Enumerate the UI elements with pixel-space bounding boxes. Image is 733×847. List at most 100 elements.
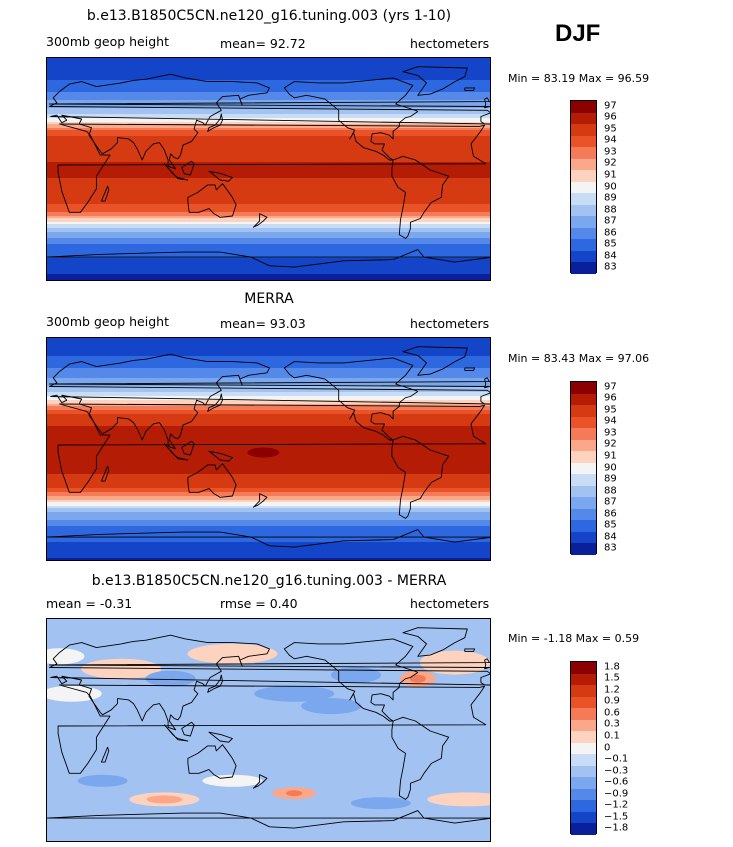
colorbar-3-swatch xyxy=(571,685,596,698)
panel-1-band xyxy=(47,226,490,229)
panel-1-band xyxy=(47,152,490,155)
panel-1-band xyxy=(47,112,490,115)
panel-2-units-label: hectometers xyxy=(410,316,490,331)
panel-2-band xyxy=(47,522,490,525)
coastlines xyxy=(47,66,490,268)
colorbar-3-label: 0.3 xyxy=(604,718,620,730)
diff-anomaly-17 xyxy=(301,698,362,715)
panel-2-band xyxy=(47,416,490,419)
panel-1-band xyxy=(47,182,490,185)
panel-1-band xyxy=(47,106,490,109)
panel-1-band xyxy=(47,240,490,243)
coast-south-america xyxy=(391,716,450,800)
panel-2-variable-label: 300mb geop height xyxy=(46,314,169,329)
coast-africa xyxy=(57,684,487,774)
panel-1-band xyxy=(47,120,490,123)
coast-new-zealand xyxy=(252,774,268,789)
panel-2-band xyxy=(47,440,490,443)
diff-anomaly-12 xyxy=(427,792,490,807)
colorbar-1-swatch xyxy=(571,227,596,240)
panel-2-band xyxy=(47,486,490,489)
panel-1-band xyxy=(47,146,490,149)
panel-1-band xyxy=(47,270,490,273)
coast-new-zealand xyxy=(252,213,268,228)
colorbar-3-label: −1.5 xyxy=(604,811,629,823)
panel-1-band xyxy=(47,118,490,121)
panel-2-band xyxy=(47,426,490,429)
panel-2-band xyxy=(47,472,490,475)
diff-anomaly-5 xyxy=(409,674,426,683)
panel-2-band xyxy=(47,396,490,399)
panel-1-band xyxy=(47,148,490,151)
panel-2-band xyxy=(47,354,490,357)
diff-anomaly-3 xyxy=(145,670,196,687)
panel-2-band xyxy=(47,552,490,555)
panel-2-band xyxy=(47,410,490,413)
panel-2-band xyxy=(47,530,490,533)
colorbar-1-label: 91 xyxy=(604,169,617,181)
colorbar-1-label: 86 xyxy=(604,227,617,239)
panel-1-band xyxy=(47,268,490,271)
colorbar-3-swatch xyxy=(571,742,596,755)
panel-1-band xyxy=(47,266,490,269)
panel-1-band xyxy=(47,166,490,169)
colorbar-2-swatch xyxy=(571,543,596,556)
panel-1-band xyxy=(47,232,490,235)
panel-2-band xyxy=(47,364,490,367)
colorbar-3-swatch xyxy=(571,673,596,686)
panel-2-band xyxy=(47,494,490,497)
colorbar-1-swatch xyxy=(571,181,596,194)
colorbar-1-swatch xyxy=(571,170,596,183)
panel-2-band xyxy=(47,430,490,433)
coast-antarctica xyxy=(47,249,490,268)
panel-3-title: b.e13.B1850C5CN.ne120_g16.tuning.003 - M… xyxy=(91,573,447,589)
panel-2-band xyxy=(47,392,490,395)
panel-3-units-label: hectometers xyxy=(410,596,490,611)
panel-2-band xyxy=(47,524,490,527)
panel-1-band xyxy=(47,90,490,93)
coast-britain xyxy=(49,658,490,670)
diff-anomaly-9 xyxy=(146,795,183,804)
panel-1-band xyxy=(47,150,490,153)
panel-1-band xyxy=(47,84,490,87)
panel-2-band xyxy=(47,560,491,561)
panel-1-band xyxy=(47,190,490,193)
panel-2-band xyxy=(47,380,490,383)
panel-1-colorbar xyxy=(570,100,597,275)
panel-1-band xyxy=(47,128,490,131)
panel-1-band xyxy=(47,134,490,137)
panel-2-band xyxy=(47,428,490,431)
panel-2-band xyxy=(47,352,490,355)
panel-2-band xyxy=(47,388,490,391)
panel-1-band xyxy=(47,230,490,233)
coast-greenland xyxy=(402,66,468,96)
panel-2-band xyxy=(47,476,490,479)
panel-1-band xyxy=(47,58,490,61)
diff-anomaly-7 xyxy=(331,667,381,683)
panel-1-band xyxy=(47,278,490,280)
colorbar-1-swatch xyxy=(571,135,596,148)
coast-south-america xyxy=(391,155,450,239)
panel-1-band xyxy=(47,178,490,181)
panel-2-band xyxy=(47,458,490,461)
colorbar-2-label: 89 xyxy=(604,473,617,485)
panel-2-band xyxy=(47,422,490,425)
panel-1-band xyxy=(47,242,490,245)
coast-iceland xyxy=(464,648,476,652)
coast-iceland xyxy=(464,87,476,91)
panel-1-band xyxy=(47,216,490,219)
panel-1-band xyxy=(47,174,490,177)
panel-1-band xyxy=(47,196,490,199)
panel-3-minmax: Min = -1.18 Max = 0.59 xyxy=(508,632,640,645)
panel-1-band xyxy=(47,262,490,265)
panel-2-band xyxy=(47,432,490,435)
coast-indonesia xyxy=(163,724,189,742)
colorbar-2-label: 83 xyxy=(604,542,617,554)
panel-2-title: MERRA xyxy=(244,291,294,307)
panel-2-band xyxy=(47,446,490,449)
panel-1-band xyxy=(47,116,490,119)
colorbar-3-swatch xyxy=(571,731,596,744)
panel-2-band xyxy=(47,470,490,473)
panel-1-band xyxy=(47,96,490,99)
panel-2-band xyxy=(47,414,490,417)
